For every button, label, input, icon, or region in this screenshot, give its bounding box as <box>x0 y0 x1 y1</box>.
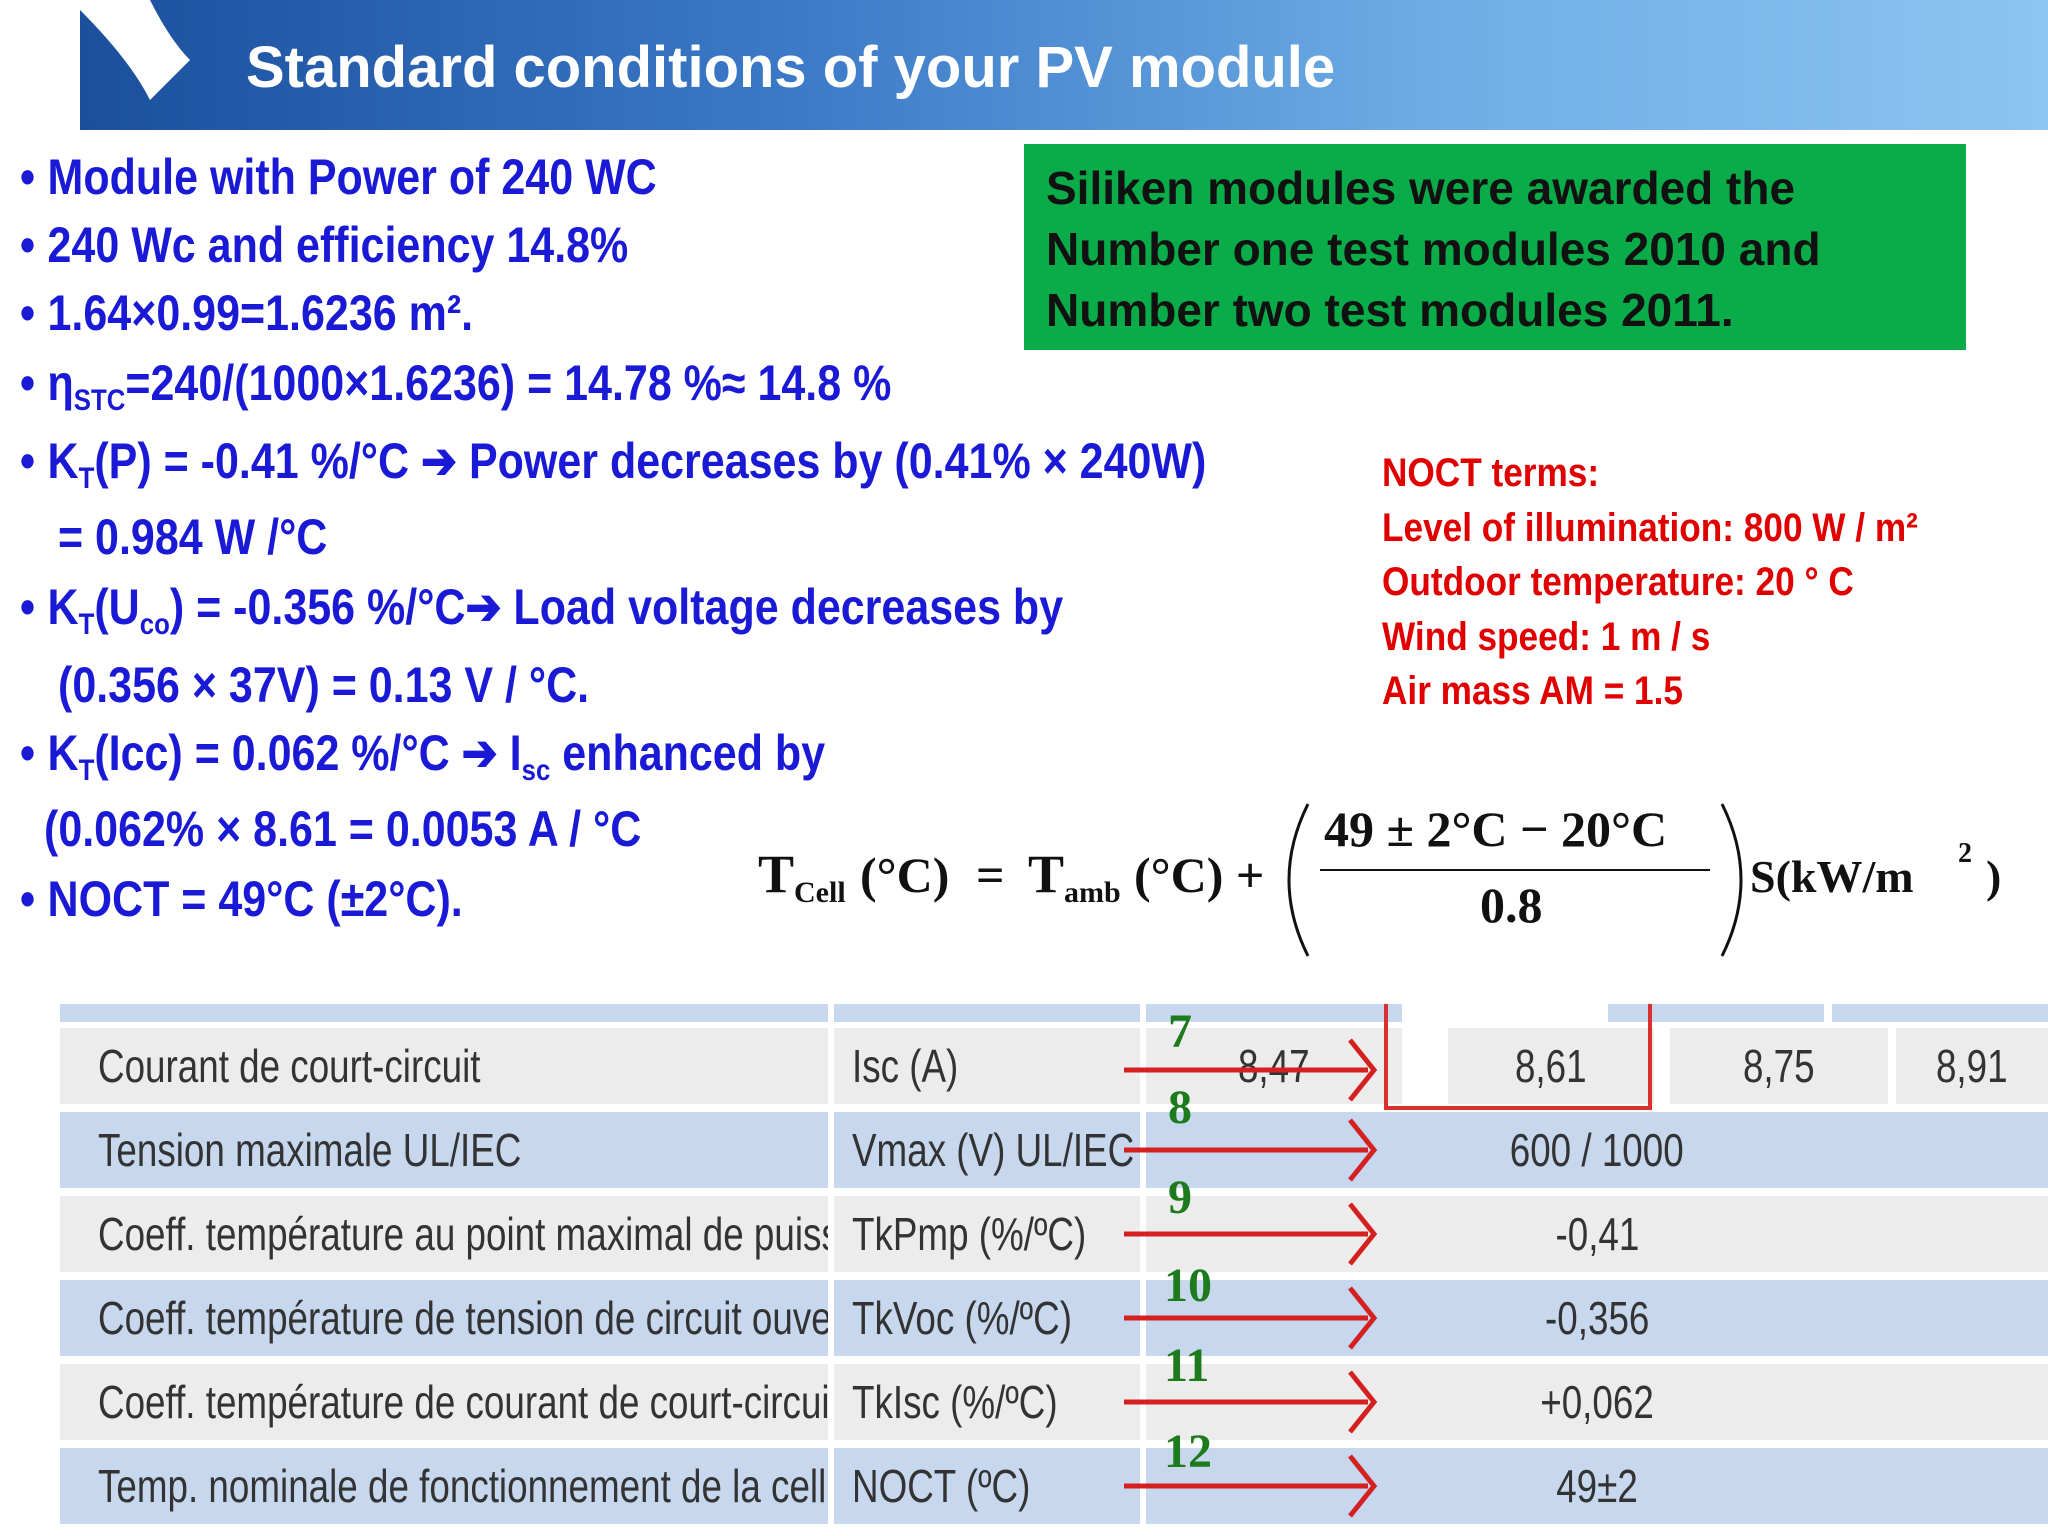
value-cell: +0,062 <box>1146 1364 2048 1440</box>
award-callout: Siliken modules were awarded the Number … <box>1024 144 1966 350</box>
award-line: Number one test modules 2010 and <box>1046 223 1821 275</box>
formula-lhs-sub: Cell <box>794 876 846 909</box>
award-line: Number two test modules 2011. <box>1046 284 1734 336</box>
row-symbol: TkVoc (%/ºC) <box>834 1280 1140 1356</box>
value-cell: 8,47 <box>1146 1028 1402 1104</box>
step-marker: 11 <box>1164 1339 1210 1392</box>
noct-line: Outdoor temperature: 20 ° C <box>1382 560 1854 604</box>
bullet-item: • Module with Power of 240 WC <box>20 149 657 205</box>
row-symbol: NOCT (ºC) <box>834 1448 1140 1524</box>
annotation-arrows <box>1124 1038 1378 1518</box>
table-row: Courant de court-circuit Isc (A) 8,47 8,… <box>60 1028 2048 1104</box>
table-row: Coeff. température de tension de circuit… <box>60 1280 2048 1356</box>
formula-lhs: T <box>758 844 794 904</box>
bullet-item: • 1.64×0.99=1.6236 m². <box>20 285 474 341</box>
row-label: Tension maximale UL/IEC <box>60 1112 828 1188</box>
value-cell: 8,91 <box>1896 1028 2048 1104</box>
row-symbol: Vmax (V) UL/IEC <box>834 1112 1140 1188</box>
right-paren <box>1720 803 1743 957</box>
row-symbol: Isc (A) <box>834 1028 1140 1104</box>
step-marker: 10 <box>1164 1259 1212 1312</box>
datasheet-table: Courant de court-circuit Isc (A) 8,47 8,… <box>60 1004 2048 1536</box>
table-row-partial <box>60 1004 2048 1022</box>
logo-swoosh-icon <box>80 0 190 100</box>
value-cell-highlighted: 8,61 <box>1448 1028 1654 1104</box>
step-marker: 9 <box>1168 1171 1192 1224</box>
value-cell: -0,41 <box>1146 1196 2048 1272</box>
formula-lhs-unit: (°C) <box>860 847 949 903</box>
formula-tail: S(kW/m <box>1750 851 1914 902</box>
formula-numerator: 49 ± 2°C − 20°C <box>1324 801 1667 857</box>
slide-title: Standard conditions of your PV module <box>246 35 1336 100</box>
noct-terms: NOCT terms: Level of illumination: 800 W… <box>1382 446 1918 719</box>
formula-denominator: 0.8 <box>1480 877 1543 933</box>
step-marker: 12 <box>1164 1425 1212 1478</box>
table-row: Tension maximale UL/IEC Vmax (V) UL/IEC … <box>60 1112 2048 1188</box>
bullet-item: • NOCT = 49°C (±2°C). <box>20 871 463 927</box>
table-row: Coeff. température de courant de court-c… <box>60 1364 2048 1440</box>
row-label: Coeff. température de courant de court-c… <box>60 1364 828 1440</box>
row-label: Courant de court-circuit <box>60 1028 828 1104</box>
bullet-continuation: (0.062% × 8.61 = 0.0053 A / °C <box>44 801 642 857</box>
bullet-item: • ηSTC=240/(1000×1.6236) = 14.78 %≈ 14.8 … <box>20 355 892 417</box>
bullet-continuation: = 0.984 W /°C <box>58 509 328 565</box>
formula-tail-sup: 2 <box>1958 838 1972 869</box>
row-label: Coeff. température au point maximal de p… <box>60 1196 828 1272</box>
formula-amb-unit: (°C) + <box>1134 847 1264 903</box>
table-row: Coeff. température au point maximal de p… <box>60 1196 2048 1272</box>
bullet-continuation: (0.356 × 37V) = 0.13 V / °C. <box>58 657 590 713</box>
value-cell: 8,75 <box>1670 1028 1888 1104</box>
formula-amb: T <box>1028 844 1064 904</box>
formula-eq: = <box>976 847 1005 903</box>
formula-amb-sub: amb <box>1064 876 1121 909</box>
bullet-item: • KT(Uco) = -0.356 %/°C➔ Load voltage dec… <box>20 579 1064 641</box>
noct-line: Wind speed: 1 m / s <box>1382 614 1711 659</box>
step-marker: 8 <box>1168 1081 1192 1134</box>
step-marker: 7 <box>1168 1005 1192 1058</box>
highlight-box <box>1384 1004 1652 1110</box>
noct-line: Air mass AM = 1.5 <box>1382 669 1683 713</box>
bullet-item: • 240 Wc and efficiency 14.8% <box>20 217 629 273</box>
formula-tail-end: ) <box>1986 851 2001 902</box>
table-row: Temp. nominale de fonctionnement de la c… <box>60 1448 2048 1524</box>
row-label: Coeff. température de tension de circuit… <box>60 1280 828 1356</box>
award-line: Siliken modules were awarded the <box>1046 162 1796 214</box>
noct-heading: NOCT terms: <box>1382 451 1600 495</box>
left-paren <box>1287 803 1310 957</box>
row-label: Temp. nominale de fonctionnement de la c… <box>60 1448 828 1524</box>
title-bar <box>80 0 2048 130</box>
bullet-item: • KT(P) = -0.41 %/°C ➔ Power decreases by… <box>20 433 1207 495</box>
cell-temperature-formula: T Cell (°C) = T amb (°C) + 49 ± 2°C − 20… <box>758 801 2001 957</box>
bullet-item: • KT(Icc) = 0.062 %/°C ➔ Isc enhanced by <box>20 725 826 787</box>
row-symbol: TkPmp (%/ºC) <box>834 1196 1140 1272</box>
noct-line: Level of illumination: 800 W / m² <box>1382 505 1918 550</box>
row-symbol: TkIsc (%/ºC) <box>834 1364 1140 1440</box>
